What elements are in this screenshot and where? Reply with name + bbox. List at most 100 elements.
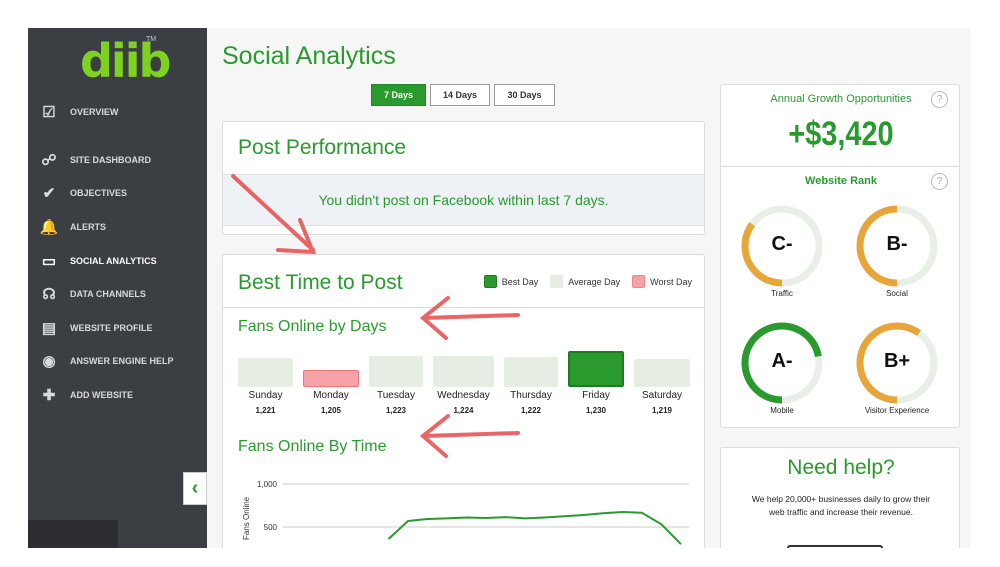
chevron-left-icon: ‹ [191, 477, 199, 499]
tab-14-days[interactable]: 14 Days [430, 84, 490, 106]
lifebuoy-icon: ◉ [42, 353, 56, 370]
rank-grade: C- [771, 233, 793, 255]
sidebar-item-overview[interactable]: ☑ OVERVIEW [38, 100, 198, 124]
check-circle-icon: ✔ [42, 185, 56, 202]
sidebar-item-label: OBJECTIVES [70, 188, 128, 198]
day-value: 1,205 [320, 406, 342, 415]
help-text-2: web traffic and increase their revenue. [769, 507, 913, 517]
day-label: Friday [582, 390, 610, 401]
sidebar-item-social-analytics[interactable]: ▭ SOCIAL ANALYTICS [38, 249, 198, 273]
sidebar-item-label: SOCIAL ANALYTICS [70, 256, 157, 266]
y-tick-label: 1,000 [257, 480, 278, 489]
day-bar-thursday [504, 357, 558, 387]
day-bar-wednesday [433, 355, 494, 387]
day-value: 1,223 [385, 406, 407, 415]
sidebar-item-label: SITE DASHBOARD [70, 155, 152, 165]
day-bar-sunday [238, 357, 293, 387]
rank-label: Mobile [770, 406, 794, 415]
question-circle-icon[interactable]: ? [931, 173, 948, 190]
day-value: 1,222 [520, 406, 542, 415]
day-label: Wednesday [437, 390, 490, 401]
rank-donut-visitor-experience [856, 322, 938, 404]
legend-worst: Worst Day [650, 276, 692, 287]
rank-fill [856, 322, 938, 404]
legend-swatch-best [483, 275, 497, 288]
fans-by-time-chart: 1,000 500 Fans Online [242, 480, 689, 545]
no-posts-message: You didn't post on Facebook within last … [318, 192, 609, 208]
rank-grade: B- [886, 233, 908, 255]
clipboard-check-icon: ☑ [42, 104, 56, 121]
day-label: Thursday [510, 390, 552, 401]
rank-donut-mobile [741, 322, 823, 404]
rank-fill [856, 205, 938, 287]
plus-icon: ✚ [42, 387, 56, 404]
post-performance-title: Post Performance [238, 136, 407, 159]
sidebar-item-label: OVERVIEW [70, 107, 119, 117]
rank-grade: A- [771, 350, 793, 372]
legend-swatch-average [550, 275, 564, 288]
day-value: 1,224 [453, 406, 474, 415]
sidebar-item-answer-engine-help[interactable]: ◉ ANSWER ENGINE HELP [38, 349, 198, 373]
network-icon: ☊ [42, 286, 56, 303]
help-button[interactable] [787, 545, 883, 548]
day-bar-monday [303, 370, 359, 387]
sidebar-item-objectives[interactable]: ✔ OBJECTIVES [38, 181, 198, 205]
legend: Best Day Average Day Worst Day [472, 275, 692, 288]
page-title: Social Analytics [222, 42, 396, 70]
sidebar-item-data-channels[interactable]: ☊ DATA CHANNELS [38, 282, 198, 306]
rank-fill [741, 322, 823, 404]
day-bar-saturday [634, 359, 690, 387]
y-axis-label: Fans Online [242, 496, 251, 540]
monitor-icon: ▤ [41, 320, 57, 337]
tab-30-days[interactable]: 30 Days [494, 84, 555, 106]
rank-label: Visitor Experience [864, 406, 930, 415]
day-label: Saturday [641, 390, 683, 401]
legend-swatch-worst [632, 275, 646, 288]
sidebar-footer [28, 520, 118, 548]
nodes-icon: ☍ [41, 152, 57, 169]
legend-best: Best Day [501, 276, 539, 287]
rank-label: Traffic [771, 289, 793, 298]
bell-icon: 🔔 [39, 219, 59, 236]
help-title: Need help? [787, 456, 895, 479]
day-value: 1,219 [651, 406, 673, 415]
sidebar-item-add-website[interactable]: ✚ ADD WEBSITE [38, 383, 198, 407]
app-window: diib TM ☑ OVERVIEW ☍ SITE DASHBOARD ✔ OBJECTI… [28, 28, 970, 548]
fans-line [387, 510, 682, 545]
day-bar-friday [568, 351, 624, 387]
rank-donut-traffic [741, 205, 823, 287]
sidebar-item-alerts[interactable]: 🔔 ALERTS [38, 215, 198, 239]
sidebar-item-label: ALERTS [70, 222, 106, 232]
day-bar-tuesday [369, 356, 423, 387]
day-label: Sunday [248, 390, 283, 401]
sidebar-item-label: WEBSITE PROFILE [70, 323, 153, 333]
day-value: 1,221 [255, 406, 276, 415]
day-label: Tuesday [377, 390, 415, 401]
logo: diib [80, 34, 171, 88]
y-tick-label: 500 [264, 523, 278, 532]
fans-by-days-title: Fans Online by Days [238, 318, 387, 335]
help-text-1: We help 20,000+ businesses daily to grow… [751, 494, 931, 504]
trademark: TM [146, 36, 157, 43]
sidebar-item-label: ANSWER ENGINE HELP [70, 356, 174, 366]
fans-by-time-title: Fans Online By Time [238, 438, 387, 455]
sidebar: diib TM ☑ OVERVIEW ☍ SITE DASHBOARD ✔ OBJECTI… [28, 28, 207, 548]
need-help-card: Need help? We help 20,000+ businesses da… [720, 447, 960, 548]
sidebar-item-website-profile[interactable]: ▤ WEBSITE PROFILE [38, 316, 198, 340]
best-time-card: Best Time to Post Best Day Average Day W… [222, 254, 705, 548]
rank-title: Website Rank [805, 175, 877, 187]
rank-donut-social [856, 205, 938, 287]
sidebar-item-site-dashboard[interactable]: ☍ SITE DASHBOARD [38, 148, 198, 172]
collapse-sidebar-button[interactable]: ‹ [183, 472, 207, 505]
growth-value: +$3,420 [788, 115, 894, 153]
day-value: 1,230 [585, 406, 607, 415]
rank-label: Social [886, 289, 908, 298]
chat-bubble-icon: ▭ [41, 253, 57, 270]
rank-grade: B+ [883, 350, 911, 372]
day-label: Monday [313, 390, 349, 401]
tab-7-days[interactable]: 7 Days [371, 84, 426, 106]
post-performance-card: Post Performance You didn't post on Face… [222, 121, 705, 235]
question-circle-icon[interactable]: ? [931, 91, 948, 108]
growth-rank-card: Annual Growth Opportunities ? +$3,420 We… [720, 84, 960, 428]
sidebar-item-label: ADD WEBSITE [70, 390, 133, 400]
